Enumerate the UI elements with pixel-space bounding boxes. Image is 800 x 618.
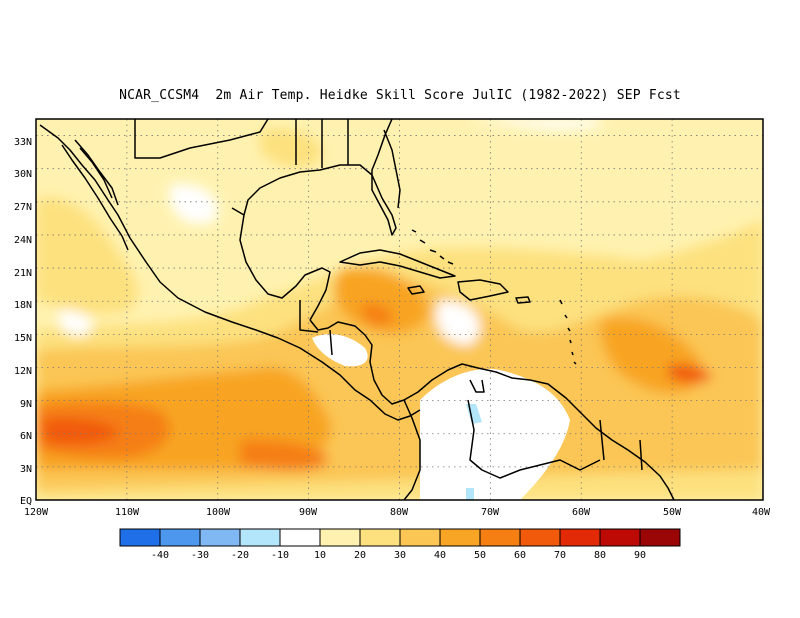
lon-tick-label: 50W [663,507,682,518]
colorbar-swatch [319,528,361,547]
colorbar-swatch [399,528,441,547]
colorbar: -40 -30 -20 -10 10 20 30 40 50 60 70 80 90 [119,528,681,561]
coastlines [39,119,675,500]
lon-tick-label: 100W [206,507,231,518]
colorbar-swatch [519,528,561,547]
lon-tick-label: 70W [481,507,500,518]
colorbar-swatch [159,528,201,547]
lat-tick-label: 3N [20,464,32,475]
map-frame [35,118,764,501]
lon-tick-label: 110W [115,507,140,518]
lat-tick-label: 9N [20,399,32,410]
colorbar-swatch [279,528,321,547]
colorbar-label: 30 [394,550,406,561]
lat-tick-label: 30N [14,169,32,180]
lon-tick-label: 40W [752,507,771,518]
lat-tick-label: 18N [14,300,32,311]
graticule [36,119,763,500]
latitude-axis: 33N 30N 27N 24N 21N 18N 15N 12N 9N 6N 3N… [14,137,32,507]
colorbar-swatch [239,528,281,547]
lon-tick-label: 120W [24,507,49,518]
colorbar-label: -40 [151,550,169,561]
lat-tick-label: 15N [14,333,32,344]
colorbar-label: 10 [314,550,326,561]
colorbar-swatch [639,528,681,547]
colorbar-swatch [599,528,641,547]
colorbar-label: -10 [271,550,289,561]
colorbar-label: 90 [634,550,646,561]
lat-tick-label: EQ [20,496,32,507]
colorbar-swatch [119,528,161,547]
lat-tick-label: 6N [20,431,32,442]
colorbar-swatch [359,528,401,547]
colorbar-swatch [479,528,521,547]
lat-tick-label: 27N [14,202,32,213]
lon-tick-label: 80W [390,507,409,518]
colorbar-swatch [559,528,601,547]
map-title: NCAR_CCSM4 2m Air Temp. Heidke Skill Sco… [119,88,681,103]
skill-field [36,119,763,500]
colorbar-label: -30 [191,550,209,561]
colorbar-label: 70 [554,550,566,561]
lat-tick-label: 24N [14,235,32,246]
colorbar-label: 40 [434,550,446,561]
colorbar-label: 80 [594,550,606,561]
colorbar-label: -20 [231,550,249,561]
lon-tick-label: 90W [299,507,318,518]
colorbar-label: 60 [514,550,526,561]
colorbar-swatch [199,528,241,547]
lat-tick-label: 21N [14,268,32,279]
lat-tick-label: 33N [14,137,32,148]
longitude-axis: 120W 110W 100W 90W 80W 70W 60W 50W 40W [24,507,771,518]
colorbar-label: 20 [354,550,366,561]
colorbar-label: 50 [474,550,486,561]
lon-tick-label: 60W [572,507,591,518]
lat-tick-label: 12N [14,366,32,377]
colorbar-swatch [439,528,481,547]
